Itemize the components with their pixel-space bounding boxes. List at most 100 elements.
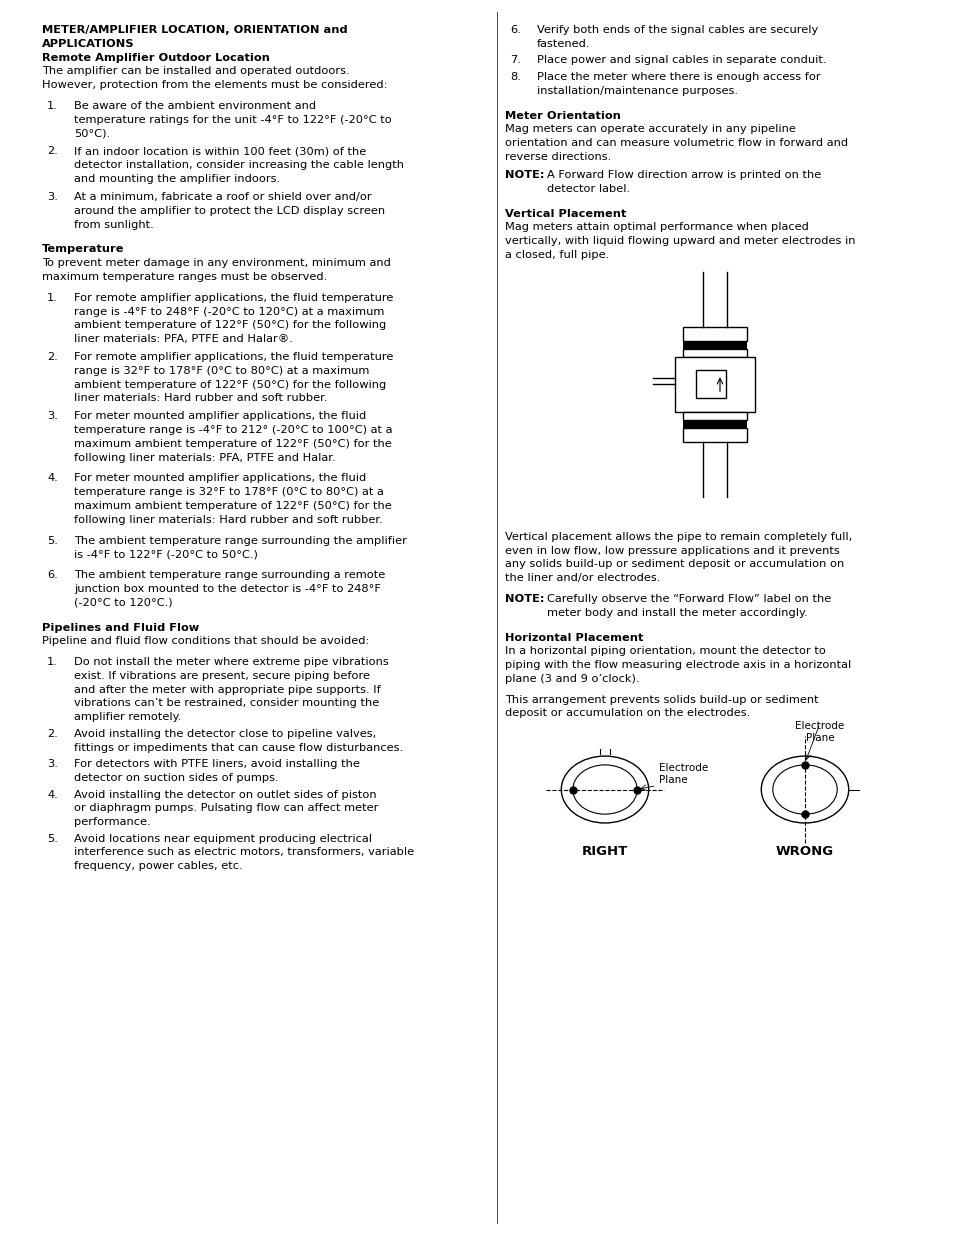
Text: For meter mounted amplifier applications, the fluid: For meter mounted amplifier applications…	[74, 473, 366, 483]
Text: frequency, power cables, etc.: frequency, power cables, etc.	[74, 861, 242, 871]
Text: exist. If vibrations are present, secure piping before: exist. If vibrations are present, secure…	[74, 671, 370, 680]
Text: ambient temperature of 122°F (50°C) for the following: ambient temperature of 122°F (50°C) for …	[74, 320, 386, 330]
Text: is -4°F to 122°F (-20°C to 50°C.): is -4°F to 122°F (-20°C to 50°C.)	[74, 550, 257, 559]
Text: Verify both ends of the signal cables are securely: Verify both ends of the signal cables ar…	[537, 25, 818, 35]
Text: reverse directions.: reverse directions.	[504, 152, 611, 162]
Text: However, protection from the elements must be considered:: However, protection from the elements mu…	[42, 80, 387, 90]
Text: around the amplifier to protect the LCD display screen: around the amplifier to protect the LCD …	[74, 206, 385, 216]
Text: any solids build-up or sediment deposit or accumulation on: any solids build-up or sediment deposit …	[504, 559, 843, 569]
Text: RIGHT: RIGHT	[581, 845, 627, 858]
Text: 50°C).: 50°C).	[74, 128, 110, 138]
Text: or diaphragm pumps. Pulsating flow can affect meter: or diaphragm pumps. Pulsating flow can a…	[74, 803, 378, 814]
Text: For remote amplifier applications, the fluid temperature: For remote amplifier applications, the f…	[74, 352, 393, 362]
Text: detector label.: detector label.	[546, 184, 630, 194]
Text: 6.: 6.	[510, 25, 520, 35]
Text: 2.: 2.	[47, 729, 58, 739]
Text: APPLICATIONS: APPLICATIONS	[42, 38, 134, 49]
Text: meter body and install the meter accordingly.: meter body and install the meter accordi…	[546, 608, 807, 618]
Text: Remote Amplifier Outdoor Location: Remote Amplifier Outdoor Location	[42, 53, 270, 63]
Text: Carefully observe the “Forward Flow” label on the: Carefully observe the “Forward Flow” lab…	[546, 594, 830, 604]
Text: Electrode
Plane: Electrode Plane	[658, 763, 707, 784]
Text: following liner materials: Hard rubber and soft rubber.: following liner materials: Hard rubber a…	[74, 515, 382, 525]
Text: temperature range is 32°F to 178°F (0°C to 80°C) at a: temperature range is 32°F to 178°F (0°C …	[74, 488, 383, 498]
Bar	[682, 348, 746, 357]
Text: 5.: 5.	[47, 536, 58, 546]
Text: A Forward Flow direction arrow is printed on the: A Forward Flow direction arrow is printe…	[546, 170, 821, 180]
Bar	[682, 420, 746, 427]
Text: This arrangement prevents solids build-up or sediment: This arrangement prevents solids build-u…	[504, 694, 818, 705]
Text: 1.: 1.	[47, 101, 58, 111]
Text: For remote amplifier applications, the fluid temperature: For remote amplifier applications, the f…	[74, 293, 393, 303]
Text: 4.: 4.	[47, 473, 58, 483]
Bar	[682, 427, 746, 442]
Ellipse shape	[560, 756, 648, 823]
Text: Pipelines and Fluid Flow: Pipelines and Fluid Flow	[42, 622, 199, 632]
Text: Vertical placement allows the pipe to remain completely full,: Vertical placement allows the pipe to re…	[504, 532, 851, 542]
Ellipse shape	[760, 756, 848, 823]
Text: To prevent meter damage in any environment, minimum and: To prevent meter damage in any environme…	[42, 258, 391, 268]
Text: Vertical Placement: Vertical Placement	[504, 209, 626, 219]
Text: fittings or impediments that can cause flow disturbances.: fittings or impediments that can cause f…	[74, 742, 403, 752]
Text: and after the meter with appropriate pipe supports. If: and after the meter with appropriate pip…	[74, 684, 380, 694]
Text: installation/maintenance purposes.: installation/maintenance purposes.	[537, 85, 738, 96]
Text: liner materials: Hard rubber and soft rubber.: liner materials: Hard rubber and soft ru…	[74, 394, 327, 404]
Text: For detectors with PTFE liners, avoid installing the: For detectors with PTFE liners, avoid in…	[74, 760, 359, 769]
Text: 3.: 3.	[47, 760, 58, 769]
Text: In a horizontal piping orientation, mount the detector to: In a horizontal piping orientation, moun…	[504, 646, 825, 656]
Text: Avoid locations near equipment producing electrical: Avoid locations near equipment producing…	[74, 834, 372, 844]
Text: Do not install the meter where extreme pipe vibrations: Do not install the meter where extreme p…	[74, 657, 388, 667]
Text: detector installation, consider increasing the cable length: detector installation, consider increasi…	[74, 161, 403, 170]
Text: Electrode
Plane: Electrode Plane	[795, 721, 843, 742]
Text: Place power and signal cables in separate conduit.: Place power and signal cables in separat…	[537, 56, 825, 65]
Text: 7.: 7.	[510, 56, 520, 65]
Bar	[682, 327, 746, 341]
Text: from sunlight.: from sunlight.	[74, 220, 153, 230]
Text: liner materials: PFA, PTFE and Halar®.: liner materials: PFA, PTFE and Halar®.	[74, 335, 293, 345]
Text: 2.: 2.	[47, 147, 58, 157]
Text: a closed, full pipe.: a closed, full pipe.	[504, 249, 609, 259]
Bar	[682, 411, 746, 420]
Text: 5.: 5.	[47, 834, 58, 844]
Text: The amplifier can be installed and operated outdoors.: The amplifier can be installed and opera…	[42, 67, 349, 77]
Text: Pipeline and fluid flow conditions that should be avoided:: Pipeline and fluid flow conditions that …	[42, 636, 369, 646]
Text: interference such as electric motors, transformers, variable: interference such as electric motors, tr…	[74, 847, 414, 857]
Text: vertically, with liquid flowing upward and meter electrodes in: vertically, with liquid flowing upward a…	[504, 236, 855, 246]
Text: NOTE:: NOTE:	[504, 170, 544, 180]
Text: Place the meter where there is enough access for: Place the meter where there is enough ac…	[537, 72, 820, 82]
Text: METER/AMPLIFIER LOCATION, ORIENTATION and: METER/AMPLIFIER LOCATION, ORIENTATION an…	[42, 25, 347, 35]
Text: maximum ambient temperature of 122°F (50°C) for the: maximum ambient temperature of 122°F (50…	[74, 501, 392, 511]
Ellipse shape	[572, 764, 637, 814]
Text: piping with the flow measuring electrode axis in a horizontal: piping with the flow measuring electrode…	[504, 661, 850, 671]
Text: If an indoor location is within 100 feet (30m) of the: If an indoor location is within 100 feet…	[74, 147, 366, 157]
Text: range is 32°F to 178°F (0°C to 80°C) at a maximum: range is 32°F to 178°F (0°C to 80°C) at …	[74, 366, 369, 375]
Text: and mounting the amplifier indoors.: and mounting the amplifier indoors.	[74, 174, 280, 184]
Text: The ambient temperature range surrounding the amplifier: The ambient temperature range surroundin…	[74, 536, 406, 546]
Text: range is -4°F to 248°F (-20°C to 120°C) at a maximum: range is -4°F to 248°F (-20°C to 120°C) …	[74, 306, 384, 316]
Text: 1.: 1.	[47, 657, 58, 667]
Ellipse shape	[772, 764, 837, 814]
Text: 3.: 3.	[47, 411, 58, 421]
Text: 4.: 4.	[47, 789, 58, 799]
Text: WRONG: WRONG	[775, 845, 833, 858]
Text: junction box mounted to the detector is -4°F to 248°F: junction box mounted to the detector is …	[74, 584, 380, 594]
Text: For meter mounted amplifier applications, the fluid: For meter mounted amplifier applications…	[74, 411, 366, 421]
Text: Mag meters attain optimal performance when placed: Mag meters attain optimal performance wh…	[504, 222, 808, 232]
Text: detector on suction sides of pumps.: detector on suction sides of pumps.	[74, 773, 278, 783]
Text: maximum temperature ranges must be observed.: maximum temperature ranges must be obser…	[42, 272, 327, 282]
Text: amplifier remotely.: amplifier remotely.	[74, 713, 181, 722]
Text: plane (3 and 9 o’clock).: plane (3 and 9 o’clock).	[504, 674, 639, 684]
Text: performance.: performance.	[74, 818, 151, 827]
Text: temperature ratings for the unit -4°F to 122°F (-20°C to: temperature ratings for the unit -4°F to…	[74, 115, 392, 125]
Text: orientation and can measure volumetric flow in forward and: orientation and can measure volumetric f…	[504, 138, 847, 148]
Text: Meter Orientation: Meter Orientation	[504, 111, 620, 121]
Bar	[682, 341, 746, 348]
Text: fastened.: fastened.	[537, 38, 590, 49]
Text: Avoid installing the detector on outlet sides of piston: Avoid installing the detector on outlet …	[74, 789, 376, 799]
Text: following liner materials: PFA, PTFE and Halar.: following liner materials: PFA, PTFE and…	[74, 453, 335, 463]
Text: temperature range is -4°F to 212° (-20°C to 100°C) at a: temperature range is -4°F to 212° (-20°C…	[74, 425, 392, 435]
Text: Temperature: Temperature	[42, 245, 125, 254]
Text: vibrations can’t be restrained, consider mounting the: vibrations can’t be restrained, consider…	[74, 699, 379, 709]
Text: even in low flow, low pressure applications and it prevents: even in low flow, low pressure applicati…	[504, 546, 839, 556]
Text: The ambient temperature range surrounding a remote: The ambient temperature range surroundin…	[74, 571, 385, 580]
Text: deposit or accumulation on the electrodes.: deposit or accumulation on the electrode…	[504, 709, 749, 719]
